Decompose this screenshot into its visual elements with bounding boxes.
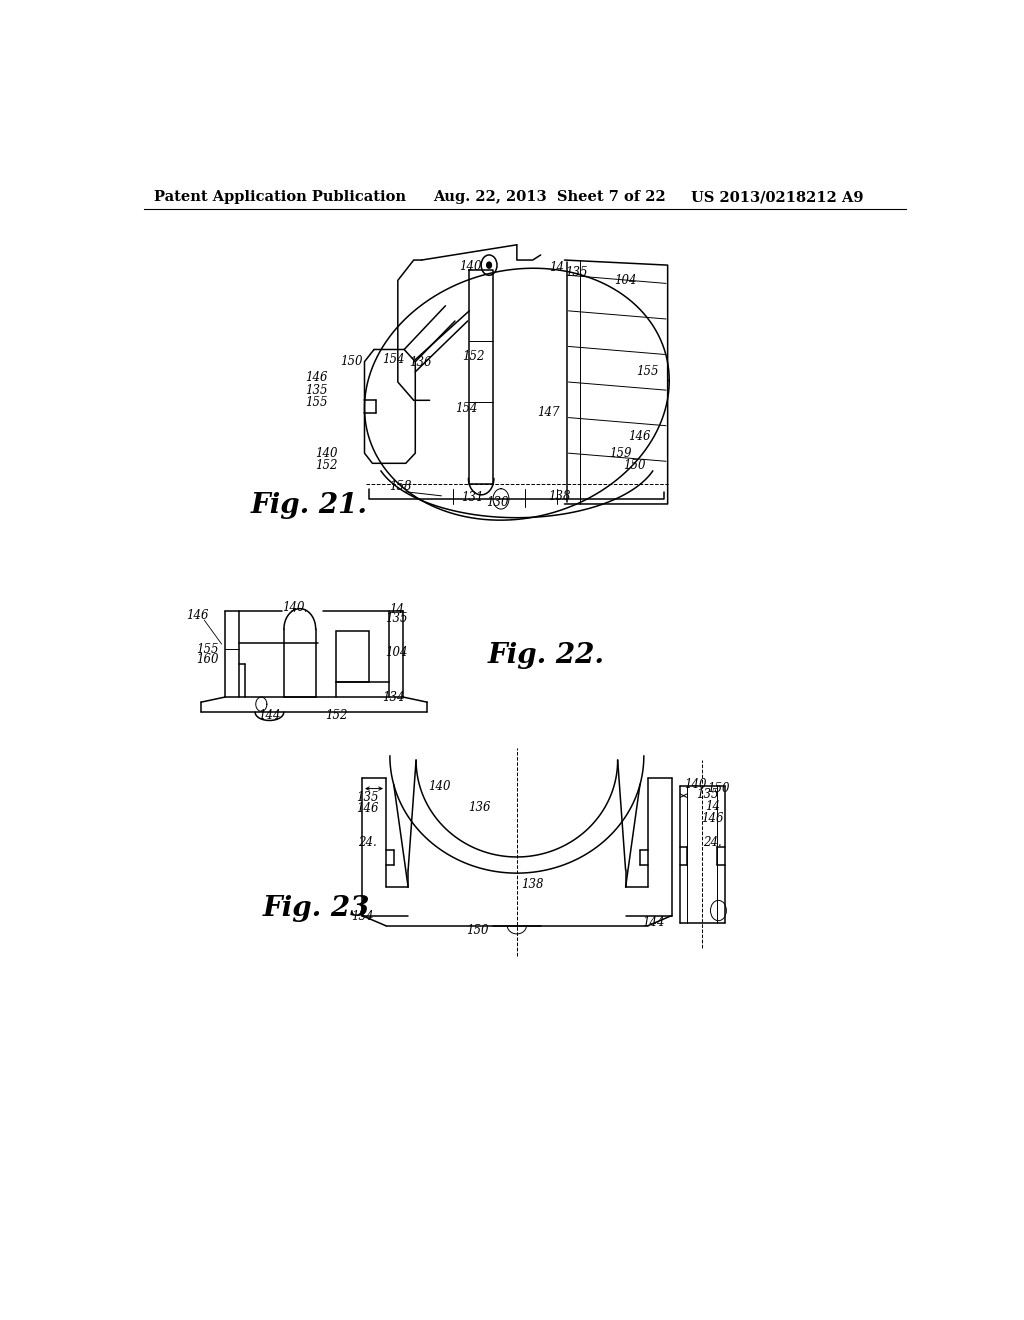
Text: 135: 135: [696, 788, 719, 801]
Circle shape: [486, 263, 492, 268]
Text: 159: 159: [609, 446, 631, 459]
Text: 154: 154: [383, 354, 406, 366]
Text: Fig. 22.: Fig. 22.: [487, 643, 604, 669]
Text: 155: 155: [197, 643, 218, 656]
Text: 135: 135: [565, 265, 588, 279]
Text: 147: 147: [538, 407, 560, 418]
Text: 24.: 24.: [703, 836, 722, 849]
Text: 150: 150: [466, 924, 488, 937]
Text: 144: 144: [258, 709, 281, 722]
Text: 24.: 24.: [358, 836, 377, 849]
Text: 135: 135: [385, 612, 408, 626]
Text: 155: 155: [637, 366, 659, 379]
Text: 152: 152: [325, 709, 347, 722]
Text: 135: 135: [356, 791, 379, 804]
Text: Aug. 22, 2013  Sheet 7 of 22: Aug. 22, 2013 Sheet 7 of 22: [433, 190, 667, 205]
Text: 150: 150: [623, 459, 645, 471]
Text: 104: 104: [385, 645, 408, 659]
Text: 140: 140: [460, 260, 482, 273]
Text: 140: 140: [684, 777, 707, 791]
Text: 146: 146: [356, 803, 379, 816]
Text: Fig. 21.: Fig. 21.: [251, 492, 368, 519]
Text: 104: 104: [614, 273, 637, 286]
Text: 146: 146: [305, 371, 328, 384]
Text: 146: 146: [186, 610, 209, 622]
Text: 152: 152: [315, 459, 338, 471]
Text: 134: 134: [351, 909, 374, 923]
Text: 14: 14: [389, 603, 403, 616]
Text: Fig. 23: Fig. 23: [263, 895, 371, 923]
Text: 154: 154: [456, 401, 478, 414]
Text: 146: 146: [701, 812, 724, 825]
Text: 135: 135: [305, 384, 328, 396]
Text: 136: 136: [409, 356, 431, 370]
Text: 136: 136: [468, 801, 490, 814]
Text: 14: 14: [549, 260, 564, 273]
Text: 134: 134: [382, 690, 404, 704]
Text: 144: 144: [642, 916, 665, 929]
Text: 155: 155: [305, 396, 328, 409]
Text: US 2013/0218212 A9: US 2013/0218212 A9: [691, 190, 864, 205]
Text: 158: 158: [389, 480, 412, 494]
Text: 138: 138: [548, 490, 570, 503]
Text: Patent Application Publication: Patent Application Publication: [155, 190, 407, 205]
Text: 160: 160: [197, 653, 218, 667]
Text: 146: 146: [629, 430, 651, 444]
Text: 131: 131: [461, 491, 483, 504]
Text: 130: 130: [485, 496, 508, 510]
Text: 152: 152: [462, 350, 484, 363]
Bar: [336, 631, 369, 682]
Text: 150: 150: [708, 781, 730, 795]
Text: 14: 14: [706, 800, 720, 813]
Text: 140: 140: [282, 601, 304, 614]
Text: 140: 140: [429, 780, 452, 793]
Text: 138: 138: [521, 878, 544, 891]
Text: 140: 140: [315, 446, 338, 459]
Text: 150: 150: [341, 355, 364, 368]
